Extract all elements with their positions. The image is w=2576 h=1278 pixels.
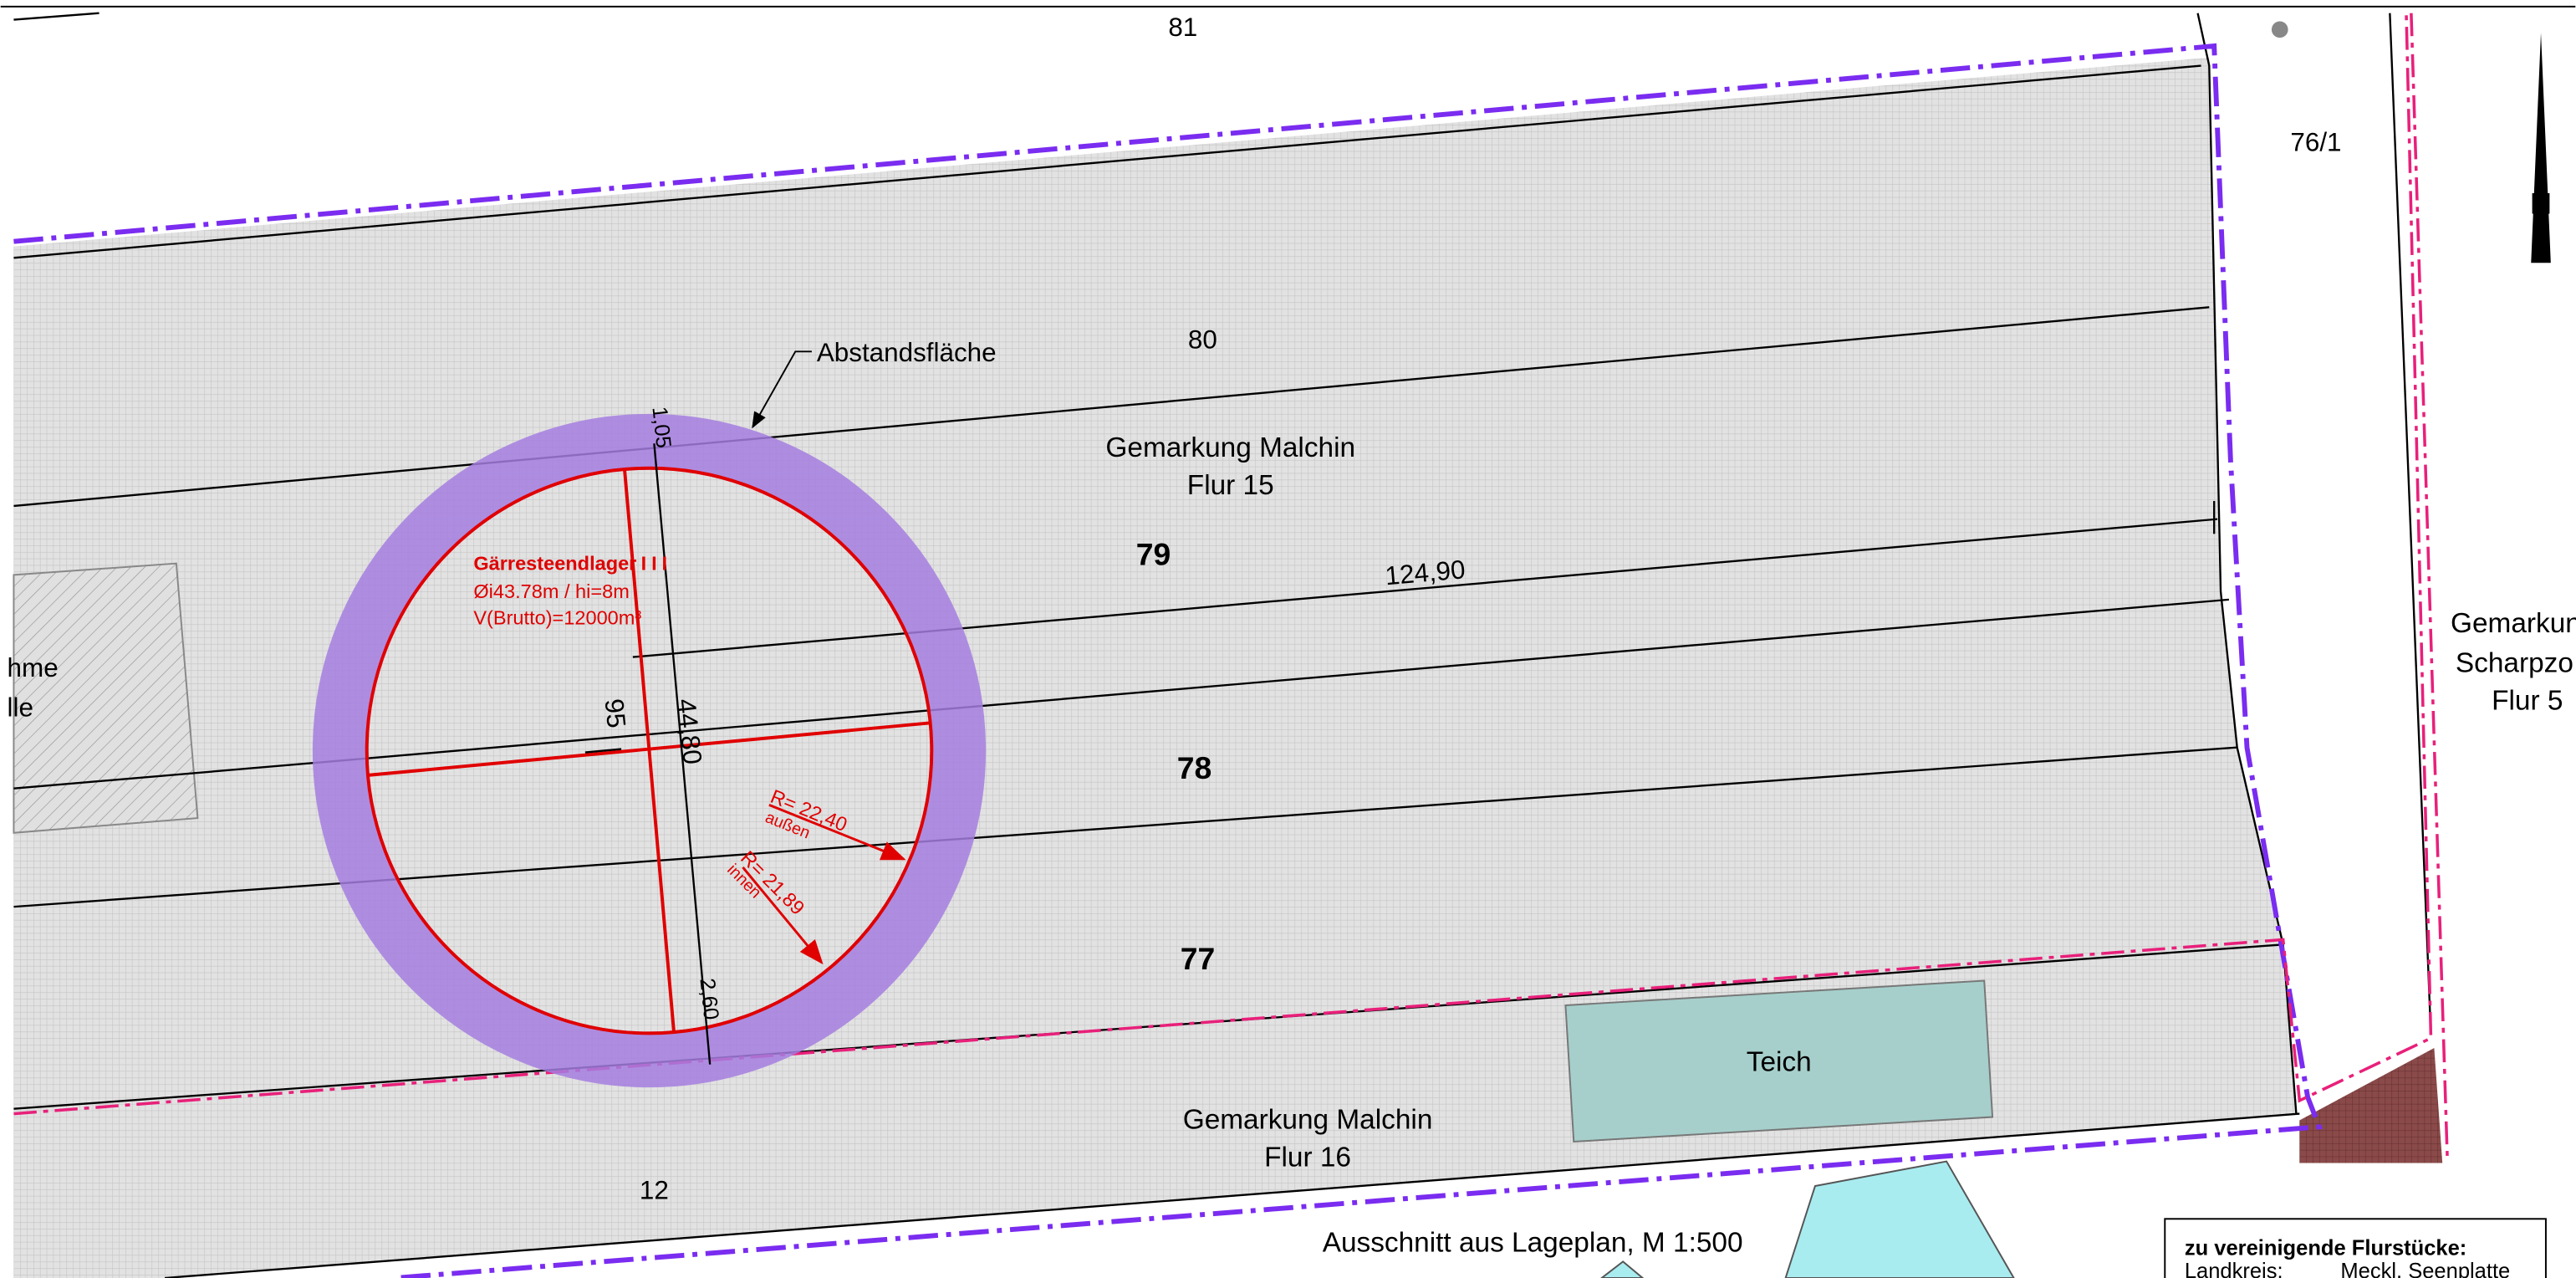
water-area xyxy=(1600,1260,1645,1278)
distance-area xyxy=(312,413,987,1088)
radius-arrow xyxy=(768,803,906,861)
gemarkung: Gemarkung Malchin xyxy=(1183,1104,1433,1135)
tank-volume: V(Brutto)=12000m³ xyxy=(473,606,641,628)
pond-label: Teich xyxy=(1747,1047,1812,1078)
north-label: N xyxy=(2530,187,2552,220)
parcel-boundary xyxy=(2389,13,2432,1035)
parcel-line xyxy=(632,518,2218,658)
gemarkung: Gemarkung Malchin xyxy=(1105,432,1355,463)
legend-key: Landkreis: xyxy=(2185,1260,2283,1278)
tank-name: Gärresteendlager xyxy=(473,553,636,575)
dimension: 124,90 xyxy=(1384,555,1467,590)
parcel-number: 78 xyxy=(1177,750,1212,785)
project-boundary xyxy=(13,43,2324,1278)
labels: 81 80 79 78 77 12 76/1 Gemarkung Malchin… xyxy=(8,13,2576,1278)
callout-arrow xyxy=(752,350,812,429)
dimension-line xyxy=(584,748,622,754)
parcel-number: 80 xyxy=(1188,325,1217,354)
tank-outline xyxy=(365,466,934,1035)
dimension: 1,05 xyxy=(647,406,675,449)
brown-area xyxy=(2299,1048,2443,1163)
radius-arrow xyxy=(742,866,824,965)
parcel-line xyxy=(13,598,2229,790)
drawing xyxy=(0,5,2576,1278)
gemarkung-boundary xyxy=(13,13,2433,1116)
partial-label: hme xyxy=(8,653,59,682)
legend-title: zu vereinigende Flurstücke: xyxy=(2185,1237,2466,1260)
gemarkung: Gemarkun xyxy=(2451,608,2576,639)
flur: Flur 15 xyxy=(1187,470,1274,501)
parcel-number: 79 xyxy=(1136,537,1171,572)
line xyxy=(13,12,99,21)
dimension: 2,60 xyxy=(695,977,722,1020)
north-arrow xyxy=(2531,33,2551,263)
partial-label: lle xyxy=(8,693,33,722)
callout: Abstandsfläche xyxy=(817,338,997,367)
dimension: 95 xyxy=(599,698,631,729)
pond xyxy=(1564,979,1994,1143)
caption: Ausschnitt aus Lageplan, M 1:500 xyxy=(1323,1228,1743,1259)
hatched-area xyxy=(13,562,199,834)
gemarkung-boundary xyxy=(2410,13,2449,1158)
dimension: 44,80 xyxy=(671,698,707,766)
parcel-number: 76/1 xyxy=(2290,128,2341,157)
water-area xyxy=(1784,1160,2015,1278)
tank-axis xyxy=(366,721,932,777)
flur: Flur 5 xyxy=(2492,685,2563,716)
legend-box xyxy=(2164,1218,2547,1278)
dimension-line xyxy=(653,443,712,1065)
parcel-number: 77 xyxy=(1181,941,1216,976)
legend-value: Meckl. Seenplatte xyxy=(2340,1260,2510,1278)
parcel-line xyxy=(165,1112,2300,1278)
tank-dimensions: Øi43.78m / hi=8m xyxy=(473,580,630,602)
flur: Flur 16 xyxy=(1264,1142,1351,1173)
gemarkung: Scharpzo xyxy=(2456,647,2573,678)
parcel-number: 81 xyxy=(1168,13,1197,42)
tank-number: III xyxy=(641,553,672,575)
parcel-line xyxy=(13,306,2210,508)
symbol xyxy=(2271,21,2288,38)
parcel-line xyxy=(13,64,2201,259)
parcel-number: 12 xyxy=(640,1176,669,1205)
field-area xyxy=(13,57,2297,1278)
